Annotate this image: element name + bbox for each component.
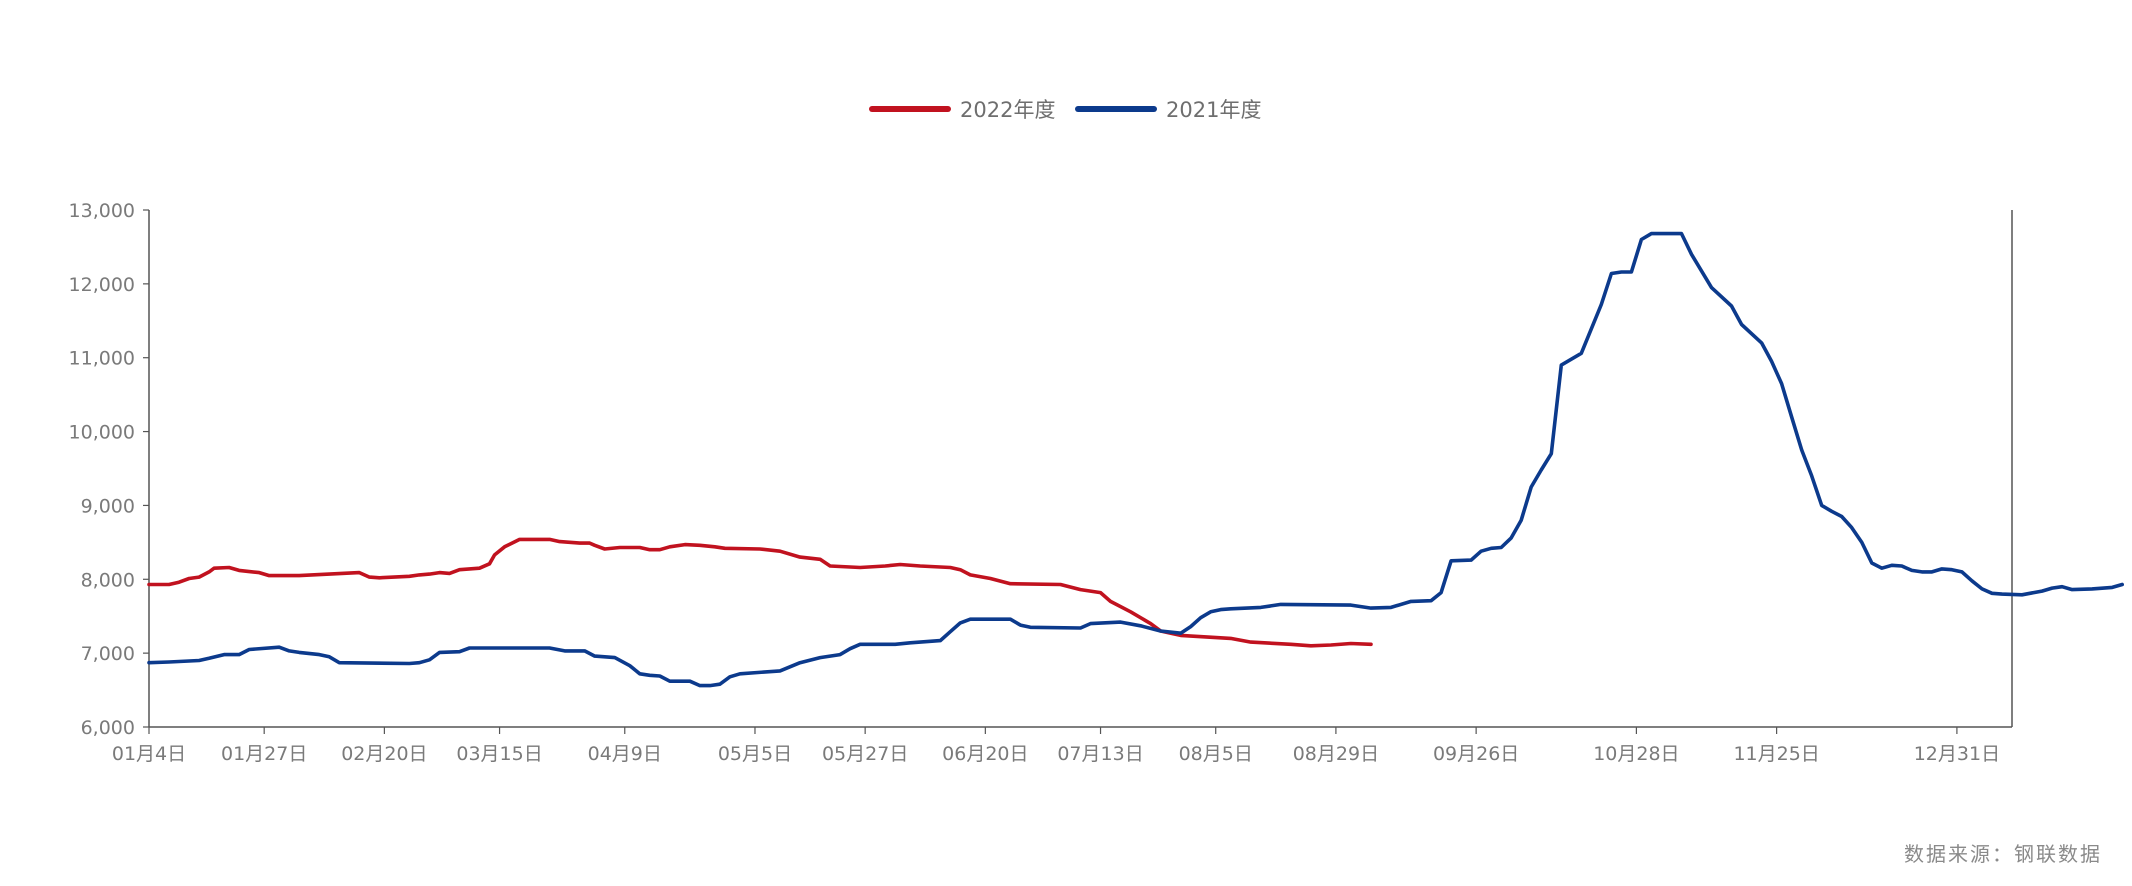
x-tick-label: 03月15日 [456, 743, 542, 765]
y-tick-label: 8,000 [81, 569, 135, 591]
x-tick-label: 07月13日 [1057, 743, 1143, 765]
x-tick-label: 08月5日 [1179, 743, 1253, 765]
x-tick-label: 08月29日 [1293, 743, 1379, 765]
series-line-2022 [147, 537, 1373, 648]
y-tick-label: 12,000 [69, 274, 135, 296]
x-tick-label: 05月5日 [718, 743, 792, 765]
x-tick-label: 05月27日 [822, 743, 908, 765]
plot-area [147, 231, 2124, 688]
y-axis: 6,000 7,000 8,000 9,000 10,000 11,000 12,000 13… [69, 200, 150, 739]
y-tick-label: 6,000 [81, 717, 135, 739]
data-source-note: 数据来源：钢联数据 [1904, 842, 2102, 866]
x-tick-label: 12月31日 [1914, 743, 2000, 765]
x-tick-label: 06月20日 [942, 743, 1028, 765]
x-tick-label: 01月4日 [112, 743, 186, 765]
x-tick-label: 09月26日 [1433, 743, 1519, 765]
x-tick-label: 10月28日 [1593, 743, 1679, 765]
y-tick-label: 10,000 [69, 422, 135, 444]
x-tick-label: 11月25日 [1733, 743, 1819, 765]
y-tick-label: 13,000 [69, 200, 135, 222]
y-tick-label: 11,000 [69, 348, 135, 370]
x-tick-label: 01月27日 [221, 743, 307, 765]
y-tick-label: 7,000 [81, 643, 135, 665]
x-tick-label: 04月9日 [588, 743, 662, 765]
x-axis: 01月4日 01月27日 02月20日 03月15日 04月9日 05月5日 05月27日 0… [112, 210, 2013, 765]
legend-label-2021: 2021年度 [1166, 98, 1261, 122]
legend-label-2022: 2022年度 [960, 98, 1055, 122]
y-tick-label: 9,000 [81, 495, 135, 517]
series-line-2021 [147, 231, 2124, 688]
chart-legend: 2022年度 2021年度 [869, 98, 1261, 122]
x-tick-label: 02月20日 [341, 743, 427, 765]
